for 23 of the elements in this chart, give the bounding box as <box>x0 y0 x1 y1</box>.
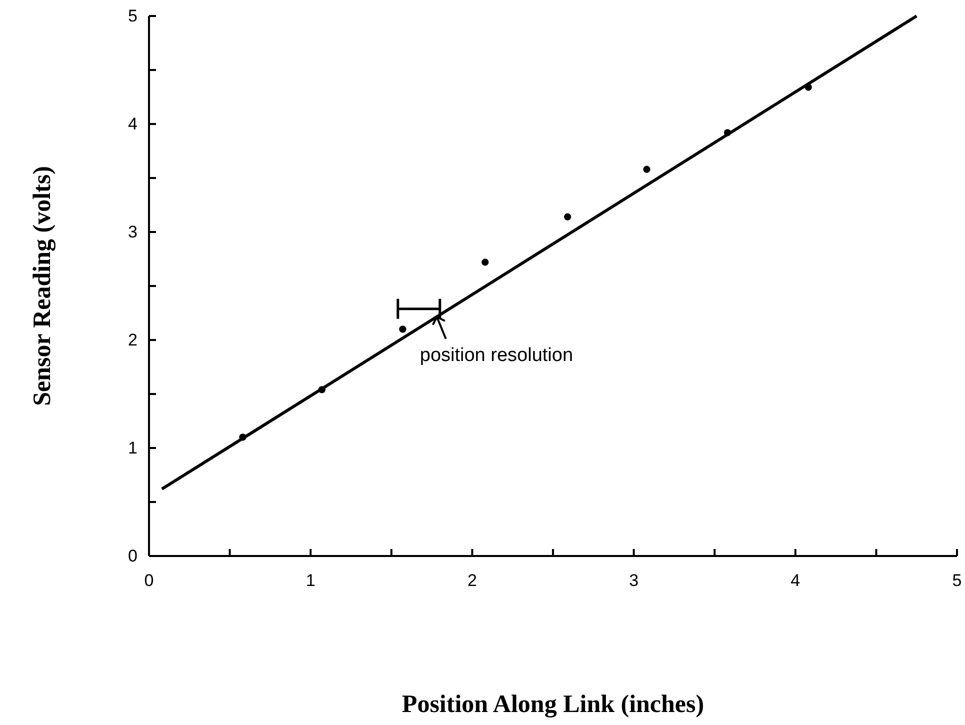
y-tick-label: 0 <box>128 546 138 566</box>
point <box>724 129 732 136</box>
x-tick-label: 1 <box>306 571 316 590</box>
y-tick-label: 2 <box>128 330 138 350</box>
y-tick-label: 4 <box>128 114 138 134</box>
y-tick-label: 5 <box>128 6 138 26</box>
point <box>482 258 489 266</box>
annotation: position resolution <box>420 344 574 366</box>
point <box>318 386 326 394</box>
x-axis-title: Position Along Link (inches) <box>402 691 704 718</box>
x-tick-label: 2 <box>467 571 477 590</box>
x-tick-label: 5 <box>952 571 962 590</box>
x-tick-label: 4 <box>790 571 800 590</box>
y-tick-label: 1 <box>128 438 138 458</box>
y-axis-title: Sensor Reading (volts) <box>29 166 56 406</box>
point <box>399 326 406 333</box>
point <box>804 84 812 91</box>
point <box>564 213 572 220</box>
x-tick-label: 0 <box>144 571 154 590</box>
y-tick-label: 3 <box>128 222 138 242</box>
point <box>643 166 650 173</box>
x-tick-label: 3 <box>629 571 639 590</box>
point <box>239 434 246 441</box>
